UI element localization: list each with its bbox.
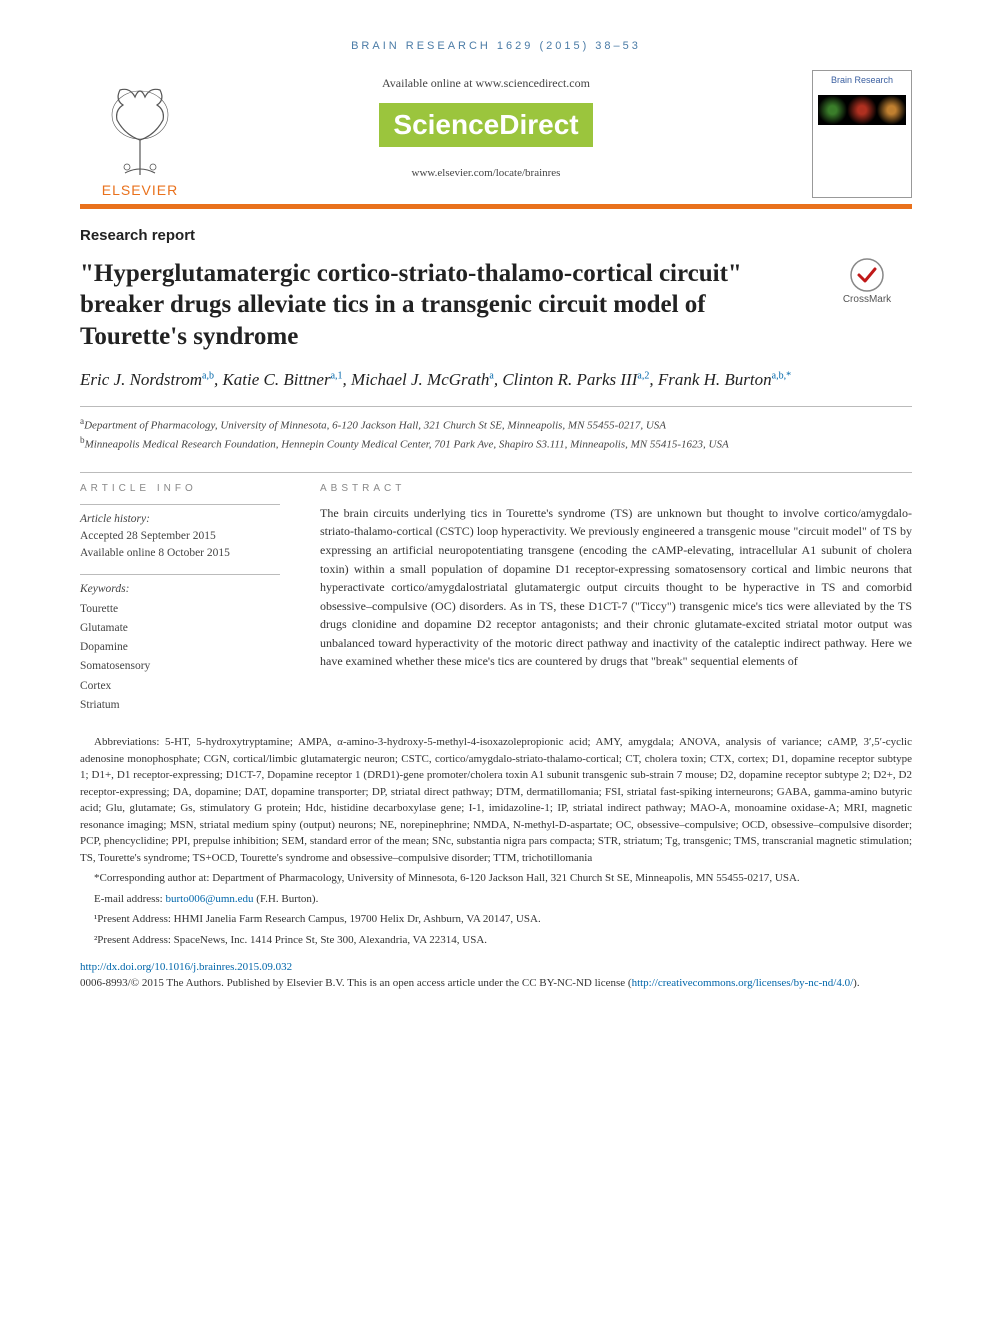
copyright-close: ). <box>853 977 859 989</box>
affiliation-rule <box>80 406 912 407</box>
keywords-block: Keywords: Tourette Glutamate Dopamine Somat… <box>80 574 280 714</box>
journal-cover-thumbnail[interactable]: Brain Research <box>812 70 912 198</box>
crossmark-badge[interactable]: CrossMark <box>822 258 912 305</box>
corresponding-author: *Corresponding author at: Department of … <box>80 870 912 887</box>
affiliations: aDepartment of Pharmacology, University … <box>80 415 912 454</box>
crossmark-label: CrossMark <box>843 294 891 305</box>
present-address-1: ¹Present Address: HHMI Janelia Farm Rese… <box>80 911 912 928</box>
crossmark-icon <box>850 258 884 292</box>
author-list: Eric J. Nordstroma,b, Katie C. Bittnera,… <box>80 368 912 392</box>
copyright-line: 0006-8993/© 2015 The Authors. Published … <box>80 976 912 992</box>
online-date: Available online 8 October 2015 <box>80 545 280 562</box>
info-abstract-rule <box>80 472 912 473</box>
keyword: Striatum <box>80 697 280 714</box>
running-head: BRAIN RESEARCH 1629 (2015) 38–53 <box>80 40 912 52</box>
article-history-block: Article history: Accepted 28 September 2… <box>80 504 280 563</box>
copyright-text: 0006-8993/© 2015 The Authors. Published … <box>80 977 632 989</box>
email-line: E-mail address: burto006@umn.edu (F.H. B… <box>80 891 912 908</box>
keyword: Dopamine <box>80 639 280 656</box>
email-paren: (F.H. Burton). <box>254 893 319 905</box>
abbreviations-text: Abbreviations: 5-HT, 5-hydroxytryptamine… <box>80 734 912 866</box>
article-title: "Hyperglutamatergic cortico-striato-thal… <box>80 258 798 352</box>
elsevier-logo[interactable]: ELSEVIER <box>80 70 200 198</box>
abbreviations-block: Abbreviations: 5-HT, 5-hydroxytryptamine… <box>80 734 912 948</box>
cc-license-link[interactable]: http://creativecommons.org/licenses/by-n… <box>632 977 854 989</box>
keyword: Cortex <box>80 678 280 695</box>
keywords-label: Keywords: <box>80 581 280 598</box>
available-online-line: Available online at www.sciencedirect.co… <box>230 76 742 91</box>
article-info-heading: ARTICLE INFO <box>80 483 280 494</box>
elsevier-wordmark: ELSEVIER <box>102 182 178 198</box>
cover-title: Brain Research <box>831 75 893 85</box>
abstract-text: The brain circuits underlying tics in To… <box>320 504 912 671</box>
doi-link[interactable]: http://dx.doi.org/10.1016/j.brainres.201… <box>80 961 292 973</box>
masthead: ELSEVIER Available online at www.science… <box>80 70 912 198</box>
cover-image-strip <box>818 95 906 125</box>
sciencedirect-logo[interactable]: ScienceDirect <box>379 103 592 147</box>
keyword: Somatosensory <box>80 658 280 675</box>
footer-block: http://dx.doi.org/10.1016/j.brainres.201… <box>80 960 912 992</box>
abstract-heading: ABSTRACT <box>320 483 912 494</box>
journal-url[interactable]: www.elsevier.com/locate/brainres <box>230 167 742 179</box>
orange-divider <box>80 204 912 209</box>
email-label: E-mail address: <box>94 893 165 905</box>
accepted-date: Accepted 28 September 2015 <box>80 528 280 545</box>
keyword: Tourette <box>80 601 280 618</box>
article-type: Research report <box>80 227 912 244</box>
email-link[interactable]: burto006@umn.edu <box>165 893 253 905</box>
history-label: Article history: <box>80 511 280 528</box>
elsevier-tree-icon <box>95 85 185 180</box>
keyword: Glutamate <box>80 620 280 637</box>
present-address-2: ²Present Address: SpaceNews, Inc. 1414 P… <box>80 932 912 949</box>
